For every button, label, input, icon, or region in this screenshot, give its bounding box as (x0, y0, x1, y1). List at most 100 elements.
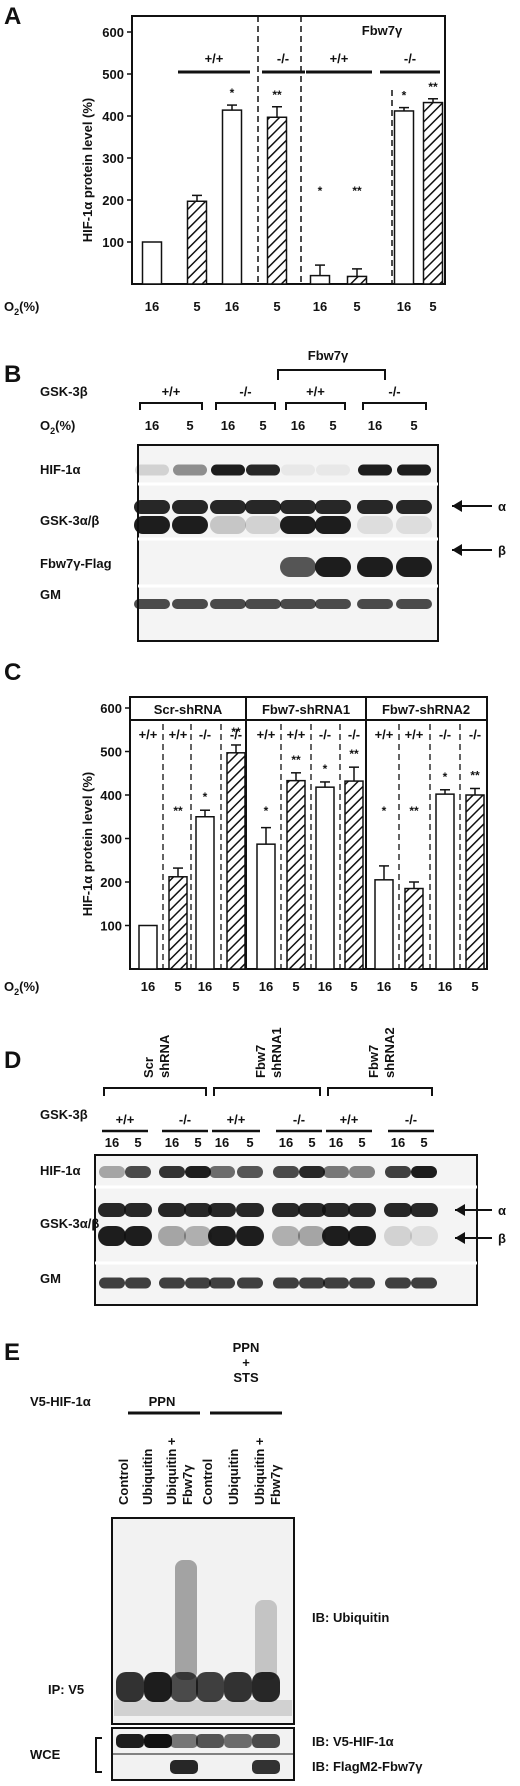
panel-b-genotype: -/- (239, 384, 251, 399)
panel-c-bar (195, 816, 215, 970)
panel-d-group-label: ScrshRNA (141, 1034, 172, 1078)
panel-e-lane-fbw: Fbw7γ (180, 1464, 195, 1505)
panel-d-band (384, 1203, 412, 1217)
panel-a-ytick-label: 600 (102, 25, 124, 40)
panel-c-genotype: -/- (348, 727, 360, 742)
panel-e-ppn-top: PPN (233, 1340, 260, 1355)
panel-c-bar (168, 876, 188, 970)
panel-a-bar (309, 274, 331, 285)
panel-d-lane-label: 5 (246, 1135, 253, 1150)
panel-b-lane-label: 5 (259, 418, 266, 433)
panel-e-band (252, 1672, 280, 1702)
panel-d-band (385, 1166, 411, 1178)
panel-a-xtick-label: 5 (429, 299, 436, 314)
panel-e-band (144, 1672, 172, 1702)
panel-c-significance: * (382, 804, 387, 818)
panel-a-bar (266, 116, 288, 285)
panel-c-genotype: -/- (469, 727, 481, 742)
panel-b-band (396, 599, 432, 609)
panel-a-significance: ** (352, 184, 362, 198)
panel-e-band (170, 1672, 198, 1702)
svg-text:β: β (498, 1231, 506, 1246)
panel-d-band (384, 1226, 412, 1246)
panel-b-gsk-label: GSK-3β (40, 384, 88, 399)
panel-c-bar (138, 924, 158, 970)
panel-e-lane-label: Ubiquitin (226, 1449, 241, 1505)
panel-c-ytick-label: 500 (100, 745, 122, 760)
panel-c-xtick-label: 5 (350, 979, 357, 994)
panel-b-genotype: +/+ (162, 384, 181, 399)
panel-d-band (349, 1166, 375, 1178)
panel-d-lane-label: 16 (279, 1135, 293, 1150)
panel-b-band (315, 557, 351, 577)
panel-a-xtick-label: 16 (225, 299, 239, 314)
panel-e-wce-label: WCE (30, 1747, 61, 1762)
panel-a-xtick-label: 16 (397, 299, 411, 314)
panel-c-significance: ** (291, 753, 301, 767)
panel-d-band (348, 1203, 376, 1217)
panel-d-genotype: -/- (179, 1112, 191, 1127)
panel-b-band (245, 599, 281, 609)
panel-d-genotype: -/- (293, 1112, 305, 1127)
panel-b-genotype: -/- (388, 384, 400, 399)
panel-a-bar (422, 101, 444, 285)
panel-a-fbw-label: Fbw7γ (362, 23, 403, 38)
panel-a-xtick-label: 5 (273, 299, 280, 314)
panel-b-band (245, 516, 281, 534)
panel-b-genotype-bracket (215, 402, 276, 410)
panel-d-band (158, 1226, 186, 1246)
panel-d-band (184, 1203, 212, 1217)
panel-d-genotype: +/+ (227, 1112, 246, 1127)
panel-b-band (357, 599, 393, 609)
panel-b-band (397, 464, 431, 476)
panel-b-band (173, 464, 207, 476)
panel-c-xtick-label: 5 (471, 979, 478, 994)
panel-b-band (357, 516, 393, 534)
panel-d-band (411, 1166, 437, 1178)
panel-d-band (410, 1226, 438, 1246)
panel-e-ib-flag: IB: FlagM2-Fbw7γ (312, 1759, 423, 1774)
panel-b-band (245, 500, 281, 514)
panel-a-bar (141, 241, 163, 285)
panel-b-lane-header: +/+ -/- +/+ -/- 16 5 16 5 16 5 16 5 (139, 384, 427, 433)
panel-e-band (252, 1760, 280, 1774)
panel-d: D ScrshRNA Fbw7shRNA1 Fbw7shRNA2 GSK-3β +/… (4, 1027, 506, 1306)
panel-d-band (99, 1166, 125, 1178)
panel-d-band (298, 1203, 326, 1217)
panel-c-xlabel: O2(%) (4, 979, 39, 997)
panel-c-genotypes: +/+ +/+ -/- -/- +/+ +/+ -/- -/- +/+ +/+ -/- -/- (139, 727, 482, 742)
panel-c-genotype: +/+ (139, 727, 158, 742)
panel-a-bars: * *** ***** (141, 80, 444, 285)
panel-d-band (236, 1226, 264, 1246)
panel-c-xtick-label: 5 (232, 979, 239, 994)
panel-c-bar (404, 887, 424, 970)
panel-e-sts: STS (233, 1370, 259, 1385)
panel-b-band (280, 500, 316, 514)
panel-b-band (172, 500, 208, 514)
panel-d-band (323, 1166, 349, 1178)
panel-d-group-labels: ScrshRNA Fbw7shRNA1 Fbw7shRNA2 (103, 1027, 433, 1096)
panel-b-band (211, 464, 245, 476)
panel-d-band (159, 1277, 185, 1289)
panel-d-bands (95, 1166, 477, 1289)
panel-b-band (396, 500, 432, 514)
panel-a-significance: * (402, 89, 407, 103)
panel-b-band (280, 516, 316, 534)
panel-b-band (172, 516, 208, 534)
panel-b-letter: B (4, 361, 21, 388)
panel-e-ip-label: IP: V5 (48, 1682, 84, 1697)
panel-d-lane-label: 5 (358, 1135, 365, 1150)
panel-a-bar (393, 110, 415, 285)
panel-c-ytick-label: 100 (100, 919, 122, 934)
panel-b-band (210, 599, 246, 609)
panel-d-band (273, 1277, 299, 1289)
panel-c-significance: * (203, 790, 208, 804)
panel-e-band (144, 1734, 172, 1748)
panel-d-genotype: +/+ (116, 1112, 135, 1127)
panel-c: C HIF-1α protein level (%) Scr-shRNA Fbw… (4, 659, 488, 997)
panel-d-lane-label: 16 (329, 1135, 343, 1150)
panel-a-xtick-label: 5 (353, 299, 360, 314)
panel-d-band (272, 1203, 300, 1217)
panel-c-xtick-label: 16 (377, 979, 391, 994)
panel-d-letter: D (4, 1047, 21, 1074)
